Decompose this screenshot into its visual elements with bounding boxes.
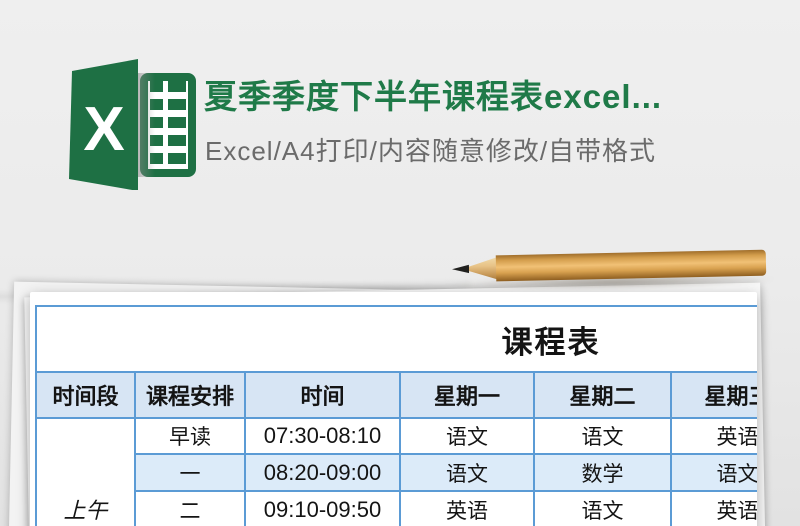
col-header-wednesday: 星期三: [672, 373, 757, 417]
schedule-table: 课程表 时间段 课程安排 时间 星期一 星期二 星期三 上午 早读 07:30-…: [35, 305, 757, 526]
cell-time-0: 07:30-08:10: [246, 419, 399, 453]
cell-mon-2: 英语: [401, 492, 533, 526]
cell-mon-0: 语文: [401, 419, 533, 453]
cell-time-1: 08:20-09:00: [246, 455, 399, 490]
cell-wed-1: 语文: [672, 455, 757, 490]
cell-wed-2: 英语: [672, 492, 757, 526]
cell-tue-0: 语文: [535, 419, 670, 453]
col-header-course: 课程安排: [136, 373, 244, 417]
col-header-monday: 星期一: [401, 373, 533, 417]
cell-mon-1: 语文: [401, 455, 533, 490]
cell-course-0: 早读: [136, 419, 244, 453]
col-header-tuesday: 星期二: [535, 373, 670, 417]
cell-period-morning: 上午: [37, 419, 134, 526]
cell-wed-0: 英语: [672, 419, 757, 453]
template-subtitle: Excel/A4打印/内容随意修改/自带格式: [205, 136, 657, 166]
table-title: 课程表: [37, 307, 757, 371]
excel-logo-letter: X: [83, 95, 124, 164]
cell-tue-1: 数学: [535, 455, 670, 490]
cell-course-2: 二: [136, 492, 244, 526]
cell-course-1: 一: [136, 455, 244, 490]
col-header-period: 时间段: [37, 373, 134, 417]
cell-tue-2: 语文: [535, 492, 670, 526]
cell-time-2: 09:10-09:50: [246, 492, 399, 526]
excel-logo-icon: X: [69, 59, 196, 190]
schedule-paper: 课程表 时间段 课程安排 时间 星期一 星期二 星期三 上午 早读 07:30-…: [30, 292, 757, 526]
col-header-time: 时间: [246, 373, 399, 417]
template-title: 夏季季度下半年课程表excel...: [204, 78, 663, 115]
pencil-graphite-tip: [452, 264, 469, 274]
